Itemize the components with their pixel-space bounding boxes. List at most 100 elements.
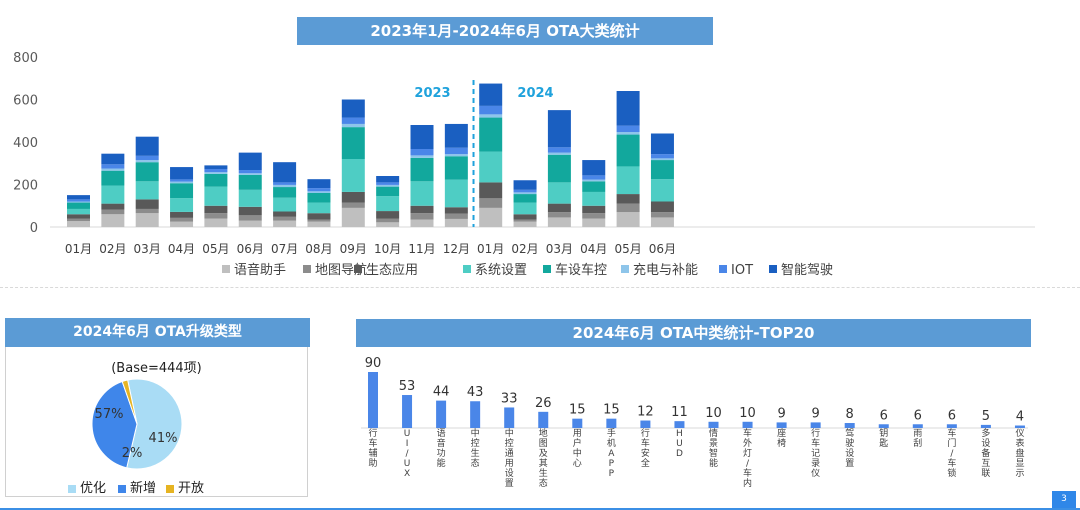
legend-label: 系统设置 [475, 263, 527, 278]
bar-segment [273, 184, 297, 188]
bar-segment [135, 136, 159, 156]
y-tick-label: 800 [13, 51, 38, 66]
data-label: 26 [535, 396, 552, 411]
bar-segment [410, 213, 434, 220]
x-tick-label: 仪表盘显示 [1015, 428, 1024, 479]
bar-segment [238, 152, 262, 171]
y-tick-label: 200 [13, 179, 38, 194]
bar-segment [273, 182, 297, 185]
bar-segment [204, 173, 228, 187]
bar-segment [273, 187, 297, 198]
bar-segment [67, 202, 90, 209]
bar-segment [547, 152, 571, 155]
pie-slice [126, 378, 183, 470]
bar-segment [204, 165, 228, 169]
bar-segment [238, 189, 262, 207]
bar-segment [410, 205, 434, 214]
bar-segment [547, 217, 571, 227]
bar-segment [238, 215, 262, 221]
legend-swatch [463, 265, 471, 273]
bar-segment [376, 186, 400, 197]
bar-segment [582, 181, 606, 192]
data-label: 8 [846, 407, 854, 422]
bar-segment [273, 216, 297, 221]
legend-swatch [118, 484, 126, 493]
bar-segment [410, 149, 434, 156]
bar-segment [547, 154, 571, 183]
bar-segment [307, 213, 331, 220]
bar-segment [582, 179, 606, 182]
x-tick-label: 04月 [168, 242, 195, 256]
x-tick-label: 05月 [614, 242, 641, 256]
bar-segment [204, 186, 228, 206]
bar-segment [513, 219, 537, 222]
data-label: 53 [399, 379, 416, 394]
x-tick-label: 08月 [305, 242, 332, 256]
bar-segment [513, 194, 537, 203]
bar-segment [513, 189, 537, 193]
bar-segment [170, 167, 194, 180]
y-tick-label: 400 [13, 136, 38, 151]
bar-segment [582, 160, 606, 176]
bar-segment [479, 151, 503, 183]
x-tick-label: 情景智能 [709, 427, 718, 469]
bar-segment [101, 185, 125, 204]
data-label: 12 [637, 405, 654, 420]
bar-segment [273, 220, 297, 227]
y-tick-label: 0 [30, 221, 38, 236]
bar-segment [650, 217, 674, 227]
bar-segment [67, 199, 90, 202]
bar-segment [341, 123, 365, 128]
bar-segment [135, 208, 159, 214]
legend-label: 智能驾驶 [781, 263, 833, 278]
bar [912, 424, 923, 428]
bar-segment [135, 160, 159, 163]
bar-segment [547, 203, 571, 213]
bar [742, 421, 753, 428]
x-tick-label: 地图及其生态 [539, 427, 548, 487]
x-tick-label: 03月 [134, 242, 161, 256]
bar-segment [170, 217, 194, 222]
main-chart-title: 2023年1月-2024年6月 OTA大类统计 [297, 17, 713, 45]
bar-segment [376, 196, 400, 212]
bar-segment [410, 181, 434, 206]
bar-segment [650, 212, 674, 218]
bar-segment [582, 218, 606, 227]
data-label: 90 [365, 356, 382, 371]
pie-legend-item-optimize: 优化 [68, 477, 106, 496]
bar-segment [307, 219, 331, 222]
bar-segment [616, 212, 640, 227]
bar-segment [170, 198, 194, 212]
bar-segment [67, 208, 90, 215]
bar-segment [547, 182, 571, 204]
bar-segment [616, 125, 640, 133]
bar-segment [616, 203, 640, 213]
bar-segment [135, 199, 159, 209]
pie-chart-title: 2024年6月 OTA升级类型 [5, 318, 310, 347]
bar-segment [135, 213, 159, 227]
bar-segment [444, 218, 468, 227]
legend-label: 开放 [178, 481, 205, 496]
bar-segment [341, 207, 365, 227]
pie-value-label: 2% [122, 446, 143, 461]
upgrade-type-pie-chart: 57% 41% 2% [91, 378, 183, 470]
bar-segment [376, 218, 400, 223]
x-tick-label: 手机 A P P [607, 427, 616, 479]
data-label: 11 [671, 405, 688, 420]
bar-segment [376, 176, 400, 183]
bar-segment [67, 218, 90, 222]
bar [436, 400, 447, 428]
bar-segment [444, 207, 468, 214]
bar-segment [67, 221, 90, 227]
bar-segment [479, 83, 503, 106]
bar-segment [307, 179, 331, 189]
data-label: 15 [569, 403, 586, 418]
x-tick-label: 07月 [271, 242, 298, 256]
bar-segment [170, 183, 194, 199]
bar [538, 411, 549, 428]
legend-label: 生态应用 [366, 262, 418, 278]
bar-segment [582, 191, 606, 206]
x-tick-label: 02月 [511, 242, 538, 256]
bar-segment [444, 213, 468, 219]
bar-segment [238, 170, 262, 174]
